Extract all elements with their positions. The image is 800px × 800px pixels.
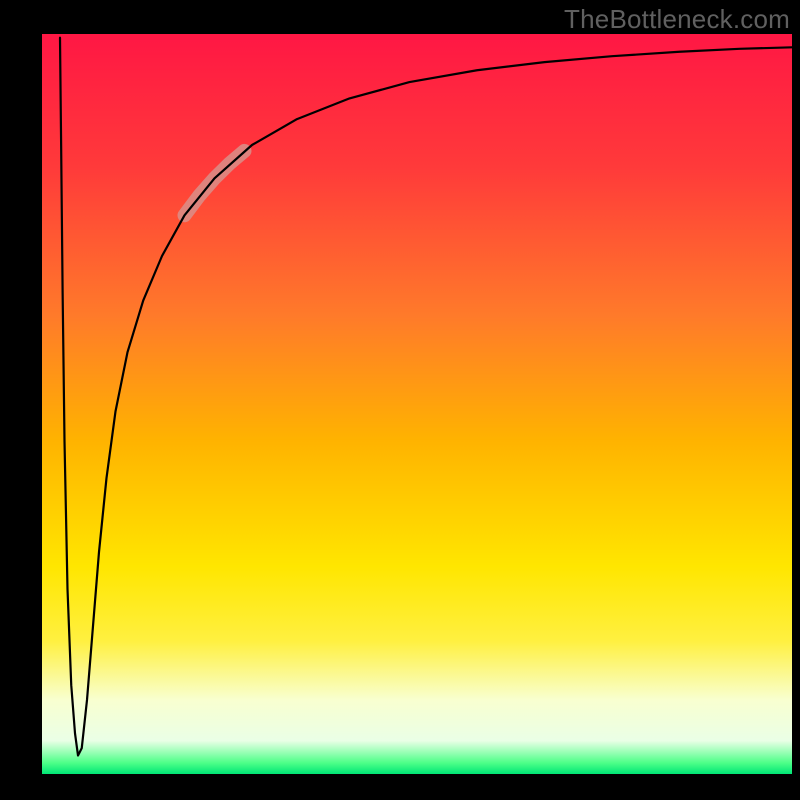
bottleneck-chart xyxy=(0,0,800,800)
watermark-label: TheBottleneck.com xyxy=(564,4,790,35)
plot-background xyxy=(42,34,792,774)
chart-frame: TheBottleneck.com xyxy=(0,0,800,800)
